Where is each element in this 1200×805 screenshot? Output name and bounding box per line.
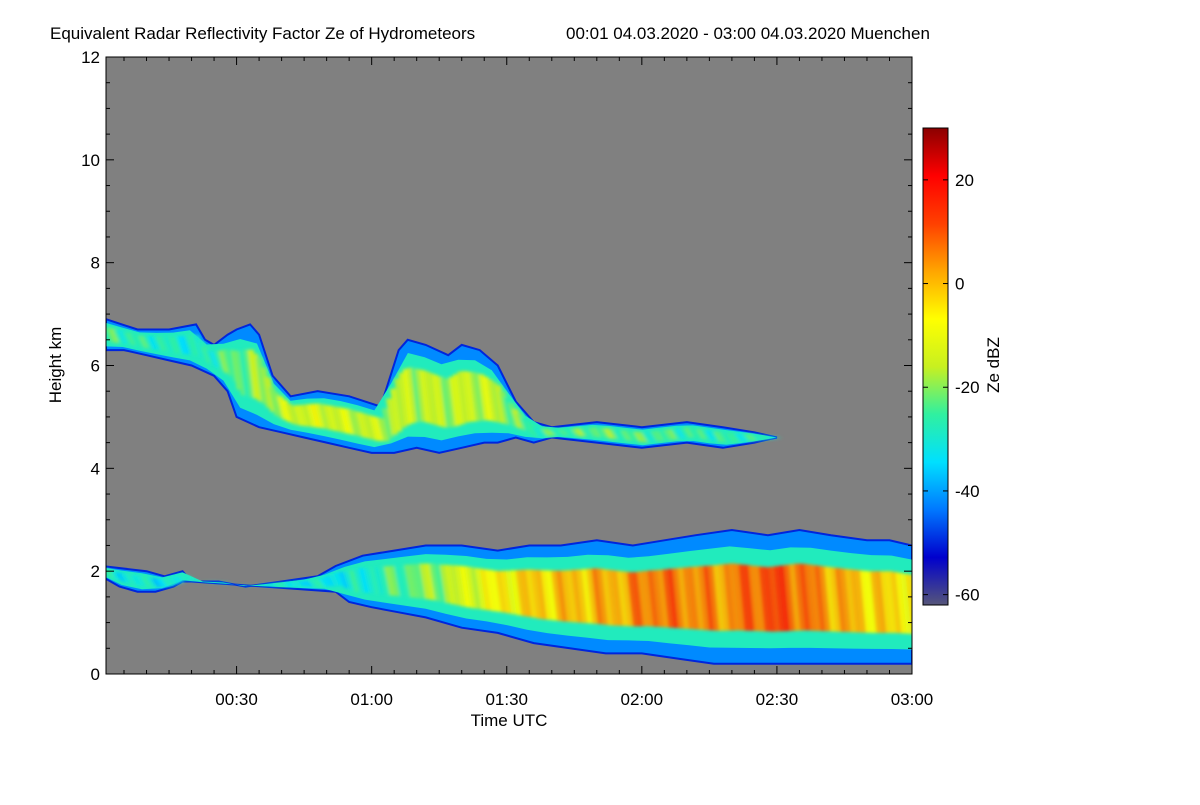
chart-subtitle: 00:01 04.03.2020 - 03:00 04.03.2020 Muen… [566,24,930,43]
x-tick-label: 03:00 [891,690,934,709]
x-tick-label: 01:00 [350,690,393,709]
colorbar-tick-label: -60 [955,586,980,605]
colorbar-tick-label: 0 [955,275,964,294]
colorbar-label: Ze dBZ [984,337,1003,393]
colorbar-tick-label: -20 [955,378,980,397]
y-axis-label: Height km [46,327,65,404]
x-axis-label: Time UTC [471,711,548,730]
colorbar-tick-label: 20 [955,171,974,190]
y-tick-label: 10 [81,151,100,170]
colorbar-tick-label: -40 [955,482,980,501]
y-tick-label: 2 [91,562,100,581]
y-tick-label: 8 [91,254,100,273]
y-tick-label: 4 [91,459,100,478]
colorbar [923,128,948,605]
x-tick-label: 01:30 [485,690,528,709]
y-tick-label: 0 [91,665,100,684]
chart-title: Equivalent Radar Reflectivity Factor Ze … [50,24,475,43]
y-tick-label: 12 [81,48,100,67]
x-tick-label: 02:30 [756,690,799,709]
x-tick-label: 02:00 [621,690,664,709]
x-tick-label: 00:30 [215,690,258,709]
y-tick-label: 6 [91,357,100,376]
